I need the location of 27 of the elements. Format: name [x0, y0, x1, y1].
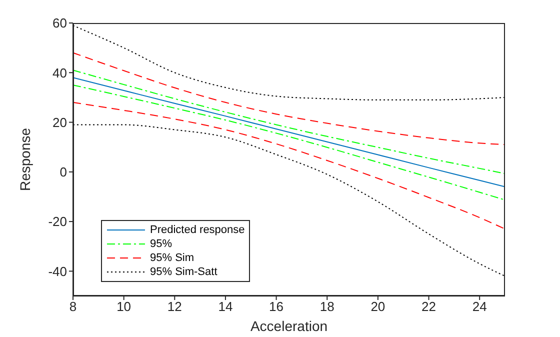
legend-label: 95% Sim-Satt: [150, 266, 218, 278]
legend-label: 95% Sim: [150, 252, 194, 264]
legend-label: 95%: [150, 238, 172, 250]
y-tick-label: 40: [52, 65, 67, 80]
x-tick-label: 22: [422, 299, 436, 314]
y-tick-label: 0: [60, 164, 67, 180]
line-series: [73, 52, 505, 146]
x-axis-title: Acceleration: [250, 318, 328, 334]
x-tick-label: 18: [320, 299, 334, 314]
x-tick-label: 8: [69, 299, 77, 314]
y-tick-label: 20: [52, 114, 67, 130]
x-tick-label: 10: [116, 299, 132, 314]
y-axis-title: Response: [16, 128, 33, 192]
line-series: [73, 24, 505, 100]
x-tick-label: 12: [167, 299, 182, 314]
x-tick-label: 14: [218, 299, 233, 314]
line-series: [73, 70, 505, 174]
y-tick-label: -40: [48, 264, 67, 279]
x-tick-label: 24: [472, 299, 487, 314]
legend-label: Predicted response: [150, 224, 245, 236]
line-series: [73, 84, 505, 200]
y-tick-label: 60: [52, 16, 67, 31]
x-tick-label: 20: [370, 299, 386, 314]
line-series: [73, 124, 505, 277]
y-tick-label: -20: [48, 214, 67, 230]
line-series: [73, 77, 505, 188]
x-tick-label: 16: [269, 299, 284, 314]
